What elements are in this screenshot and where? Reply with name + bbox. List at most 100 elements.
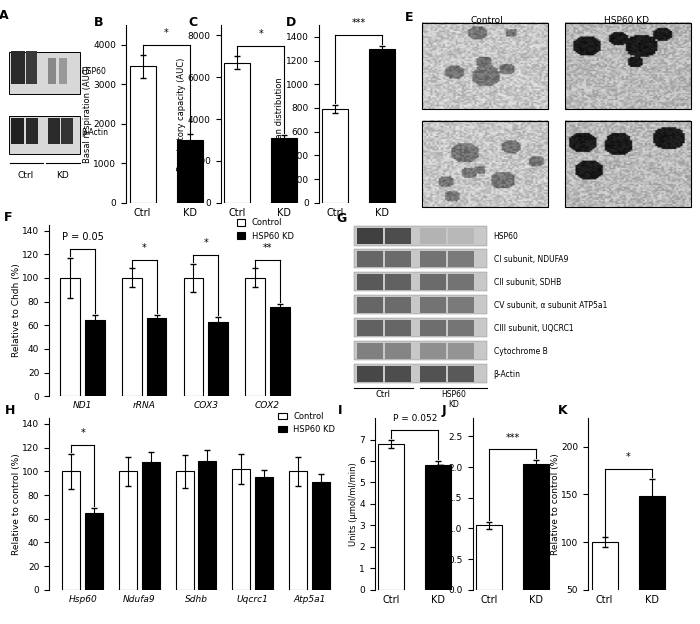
Y-axis label: Respiratory capacity (AUC): Respiratory capacity (AUC) [177, 57, 186, 170]
Bar [448, 274, 475, 290]
Text: β-Actin: β-Actin [494, 370, 521, 379]
Bar [232, 469, 251, 590]
Text: HSP60 KD: HSP60 KD [604, 16, 649, 24]
Bar [385, 366, 412, 381]
Text: Ctrl: Ctrl [18, 171, 34, 180]
Bar [420, 274, 447, 290]
Bar [357, 366, 384, 381]
Text: Cytochrome B: Cytochrome B [494, 347, 547, 356]
Bar [385, 228, 412, 243]
Bar [48, 118, 60, 144]
Bar [122, 278, 141, 396]
Y-axis label: Relative to Chdh (%): Relative to Chdh (%) [12, 263, 20, 358]
Legend: Control, HSP60 KD: Control, HSP60 KD [233, 215, 297, 244]
Bar [11, 118, 24, 144]
Bar [357, 343, 384, 359]
Bar [147, 318, 167, 396]
Bar [62, 471, 80, 590]
Bar [448, 251, 475, 266]
Bar [448, 320, 475, 336]
Text: *: * [80, 428, 85, 438]
Bar [639, 496, 665, 624]
Bar [448, 228, 475, 243]
Bar [48, 58, 56, 84]
Bar [357, 228, 384, 243]
Text: CI subunit, NDUFA9: CI subunit, NDUFA9 [494, 255, 568, 264]
Bar [130, 67, 155, 203]
Bar [524, 464, 550, 590]
Bar [448, 343, 475, 359]
Text: K: K [557, 404, 567, 417]
Text: *: * [204, 238, 208, 248]
Bar [85, 513, 103, 590]
Text: ***: *** [351, 18, 366, 28]
Bar [9, 116, 80, 154]
Bar [85, 321, 105, 396]
Bar [60, 278, 80, 396]
Bar [141, 462, 160, 590]
Y-axis label: Relative to control: Relative to control [438, 462, 447, 545]
Bar [422, 22, 548, 109]
Bar [209, 322, 228, 396]
Bar [183, 278, 203, 396]
Text: *: * [258, 29, 263, 39]
Text: KD: KD [448, 400, 458, 409]
Text: P = 0.052: P = 0.052 [393, 414, 437, 423]
Bar [448, 297, 475, 313]
Text: P = 0.05: P = 0.05 [62, 232, 104, 242]
Bar [448, 366, 475, 381]
Bar [26, 118, 38, 144]
Y-axis label: Relative to control (%): Relative to control (%) [12, 453, 20, 555]
Bar [420, 251, 447, 266]
Bar [357, 297, 384, 313]
Text: J: J [442, 404, 447, 417]
Text: *: * [142, 243, 146, 253]
Bar [420, 228, 447, 243]
Bar [354, 318, 486, 338]
Text: D: D [286, 16, 297, 29]
Text: ***: *** [505, 432, 520, 442]
Bar [289, 471, 307, 590]
Bar [26, 51, 37, 84]
Text: I: I [338, 404, 343, 417]
Bar [245, 278, 265, 396]
Bar [354, 364, 486, 384]
Bar [198, 461, 216, 590]
Bar [61, 118, 73, 144]
Bar [357, 320, 384, 336]
Bar [565, 121, 691, 207]
Bar [354, 272, 486, 291]
Text: CV subunit, α subunit ATP5a1: CV subunit, α subunit ATP5a1 [494, 301, 607, 310]
Bar [370, 49, 395, 203]
Bar [354, 226, 486, 245]
Bar [385, 297, 412, 313]
Bar [592, 542, 617, 624]
Text: HSP60: HSP60 [441, 390, 466, 399]
Bar [357, 251, 384, 266]
Bar [119, 471, 137, 590]
Bar [176, 471, 194, 590]
Bar [224, 62, 250, 203]
Bar [354, 341, 486, 361]
Text: Ctrl: Ctrl [376, 390, 391, 399]
Text: A: A [0, 9, 9, 22]
Bar [354, 295, 486, 314]
Text: F: F [4, 211, 12, 224]
Text: H: H [5, 404, 15, 417]
Bar [255, 477, 273, 590]
Bar [357, 274, 384, 290]
Bar [420, 343, 447, 359]
Bar [378, 444, 404, 590]
Bar [322, 109, 348, 203]
Text: HSP60: HSP60 [81, 67, 106, 76]
Bar [476, 525, 502, 590]
Bar [426, 466, 452, 590]
Bar [420, 320, 447, 336]
Bar [9, 52, 80, 94]
Text: E: E [405, 11, 414, 24]
Bar [385, 274, 412, 290]
Bar [312, 482, 330, 590]
Text: *: * [626, 452, 631, 462]
Y-axis label: Units (μmol/ml/min): Units (μmol/ml/min) [349, 462, 358, 546]
Bar [422, 121, 548, 207]
